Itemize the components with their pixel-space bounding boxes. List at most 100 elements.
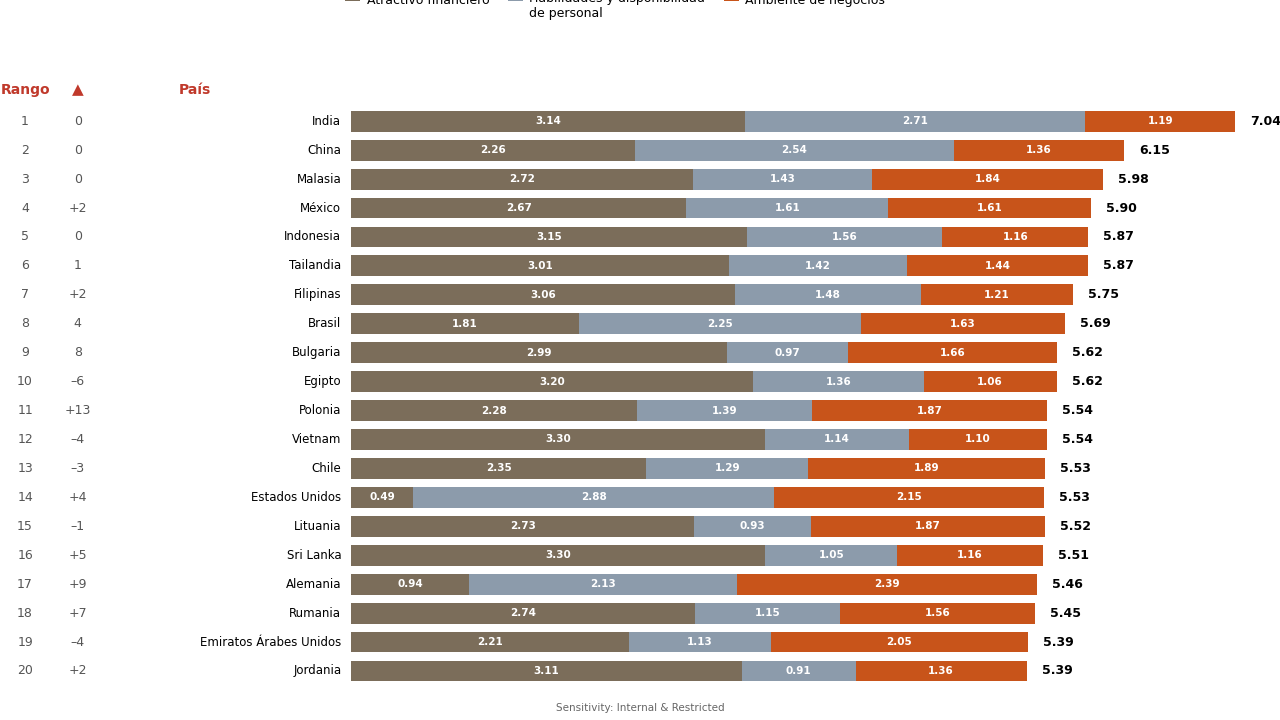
Bar	[746, 227, 942, 248]
Text: 1.87: 1.87	[915, 521, 941, 531]
Text: 1.13: 1.13	[687, 637, 713, 647]
Bar	[872, 168, 1103, 189]
Bar	[810, 516, 1046, 536]
Text: 14: 14	[17, 491, 33, 504]
Text: 1.61: 1.61	[977, 203, 1002, 213]
Text: 2.35: 2.35	[486, 464, 512, 474]
Text: 3.14: 3.14	[535, 116, 562, 126]
Text: 1.56: 1.56	[832, 232, 858, 242]
Text: 2: 2	[22, 144, 29, 157]
Text: 5.39: 5.39	[1043, 636, 1074, 649]
Text: 1.39: 1.39	[712, 405, 737, 415]
Bar	[352, 429, 765, 450]
Text: Brasil: Brasil	[308, 318, 342, 330]
Text: 0.97: 0.97	[774, 348, 800, 358]
Bar	[849, 342, 1056, 363]
Bar	[352, 168, 692, 189]
Bar	[352, 372, 753, 392]
Text: 1.36: 1.36	[826, 377, 851, 387]
Text: 2.25: 2.25	[707, 319, 732, 329]
Bar	[954, 140, 1124, 161]
Text: 5.39: 5.39	[1042, 665, 1073, 678]
Text: –3: –3	[70, 462, 84, 475]
Text: India: India	[312, 114, 342, 127]
Text: 2.05: 2.05	[886, 637, 913, 647]
Text: 1.63: 1.63	[950, 319, 977, 329]
Text: 4: 4	[74, 318, 82, 330]
Text: 0: 0	[74, 144, 82, 157]
Text: ▲: ▲	[72, 81, 83, 96]
Text: 1.16: 1.16	[957, 550, 983, 560]
Bar	[840, 603, 1036, 624]
Text: 1.05: 1.05	[818, 550, 845, 560]
Text: 2.39: 2.39	[874, 579, 900, 589]
Text: China: China	[307, 144, 342, 157]
Text: +5: +5	[69, 549, 87, 562]
Text: 11: 11	[17, 404, 33, 417]
Text: 20: 20	[17, 665, 33, 678]
Text: +2: +2	[69, 202, 87, 215]
Text: Indonesia: Indonesia	[284, 230, 342, 243]
Text: 5.54: 5.54	[1061, 404, 1093, 417]
Text: 2.26: 2.26	[480, 145, 506, 156]
Text: 10: 10	[17, 375, 33, 388]
Bar	[741, 660, 856, 681]
Bar	[856, 660, 1027, 681]
Text: 1.89: 1.89	[914, 464, 940, 474]
Bar	[352, 631, 628, 652]
Text: 18: 18	[17, 606, 33, 620]
Text: Rango: Rango	[0, 83, 50, 96]
Text: Filipinas: Filipinas	[293, 288, 342, 302]
Text: 3.30: 3.30	[545, 434, 571, 444]
Text: 2.73: 2.73	[509, 521, 535, 531]
Text: 1: 1	[74, 259, 82, 272]
Bar	[686, 197, 888, 218]
Bar	[352, 574, 470, 595]
Text: 5.90: 5.90	[1106, 202, 1137, 215]
Text: 1.56: 1.56	[924, 608, 950, 618]
Text: Sri Lanka: Sri Lanka	[287, 549, 342, 562]
Text: +9: +9	[69, 577, 87, 590]
Text: Alemania: Alemania	[285, 577, 342, 590]
Text: Estados Unidos: Estados Unidos	[251, 491, 342, 504]
Text: 2.99: 2.99	[526, 348, 552, 358]
Text: +4: +4	[69, 491, 87, 504]
Text: 2.21: 2.21	[477, 637, 503, 647]
Bar	[694, 516, 810, 536]
Text: Lituania: Lituania	[294, 520, 342, 533]
Text: 1.87: 1.87	[916, 405, 942, 415]
Text: Polonia: Polonia	[300, 404, 342, 417]
Bar	[352, 111, 745, 132]
Text: Sensitivity: Internal & Restricted: Sensitivity: Internal & Restricted	[556, 703, 724, 713]
Bar	[922, 284, 1073, 305]
Text: Bulgaria: Bulgaria	[292, 346, 342, 359]
Text: 5.75: 5.75	[1088, 288, 1119, 302]
Bar	[352, 284, 736, 305]
Text: 1.29: 1.29	[714, 464, 740, 474]
Text: México: México	[301, 202, 342, 215]
Text: 1.14: 1.14	[824, 434, 850, 444]
Bar	[808, 458, 1046, 479]
Text: 3.30: 3.30	[545, 550, 571, 560]
Text: 1.61: 1.61	[774, 203, 800, 213]
Text: País: País	[178, 83, 211, 96]
Bar	[352, 256, 730, 276]
Bar	[352, 342, 727, 363]
Bar	[727, 342, 849, 363]
Text: 5.52: 5.52	[1060, 520, 1092, 533]
Text: 2.71: 2.71	[902, 116, 928, 126]
Text: 5: 5	[20, 230, 29, 243]
Text: 1.43: 1.43	[769, 174, 795, 184]
Text: 1.16: 1.16	[1002, 232, 1028, 242]
Bar	[745, 111, 1085, 132]
Text: 0.93: 0.93	[740, 521, 765, 531]
Text: 5.62: 5.62	[1071, 375, 1102, 388]
Bar	[352, 487, 413, 508]
Bar	[579, 313, 861, 334]
Text: 1.21: 1.21	[984, 290, 1010, 300]
Bar	[909, 429, 1047, 450]
Text: 0: 0	[74, 230, 82, 243]
Text: 1.44: 1.44	[984, 261, 1011, 271]
Text: –4: –4	[70, 636, 84, 649]
Text: 7.04: 7.04	[1249, 114, 1280, 127]
